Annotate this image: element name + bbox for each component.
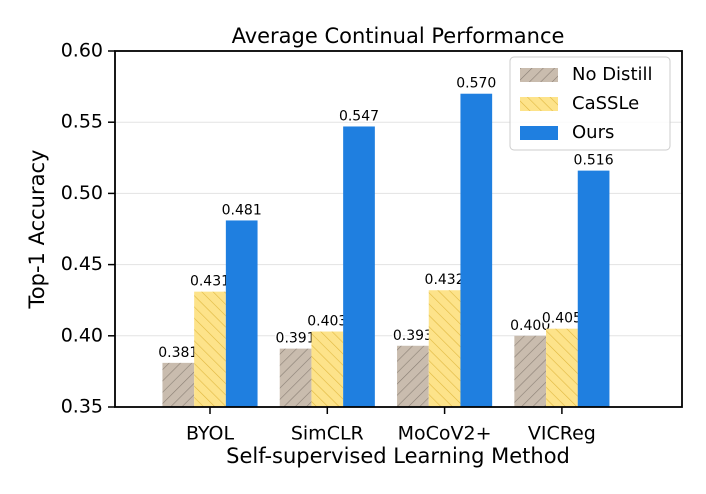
bar [311,331,344,407]
value-label: 0.516 [574,153,614,169]
bar [162,362,195,407]
legend-swatch [520,126,558,140]
y-tick-label: 0.55 [61,111,103,133]
legend-swatch [520,97,558,111]
value-label: 0.391 [276,331,316,347]
value-label: 0.432 [425,272,465,288]
value-label: 0.570 [456,76,496,92]
value-label: 0.481 [222,202,262,218]
bar [460,93,493,407]
value-label: 0.405 [542,311,582,327]
value-label: 0.431 [190,274,230,290]
value-label: 0.403 [307,314,347,330]
value-label: 0.393 [393,328,433,344]
x-tick-label: BYOL [186,423,235,445]
bar [428,290,461,407]
legend-swatch [520,68,558,82]
legend-label: No Distill [572,64,653,85]
value-label: 0.547 [339,108,379,124]
bar [577,170,610,407]
x-axis-title: Self-supervised Learning Method [226,444,570,468]
bar [343,126,375,408]
bar [397,345,429,407]
y-axis-title: Top-1 Accuracy [25,150,49,310]
bar [546,328,578,407]
y-tick-label: 0.45 [61,253,103,275]
y-tick-label: 0.50 [61,182,103,204]
y-tick-label: 0.60 [61,40,103,62]
bar [225,220,258,407]
value-label: 0.400 [510,318,550,334]
chart-title: Average Continual Performance [232,24,565,48]
y-tick-label: 0.35 [61,396,103,418]
legend-label: CaSSLe [572,93,639,114]
value-label: 0.381 [158,345,198,361]
y-tick-label: 0.40 [61,324,103,346]
x-tick-label: MoCoV2+ [398,423,492,445]
plot-frame [114,50,683,408]
bar [514,335,547,407]
legend-label: Ours [572,122,614,143]
x-tick-label: SimCLR [291,423,364,445]
bar [194,291,226,407]
bar [279,348,312,407]
x-tick-label: VICReg [528,423,596,445]
